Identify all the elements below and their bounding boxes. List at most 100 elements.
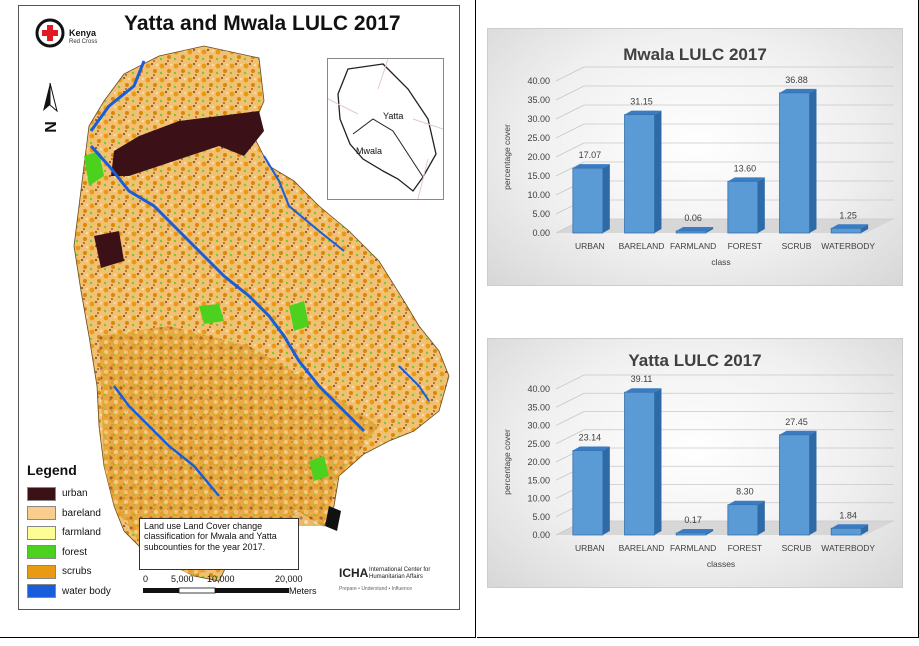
bar-value-label: 39.11 — [631, 374, 653, 384]
legend-swatch — [27, 584, 56, 599]
gridline — [555, 392, 585, 408]
map-frame: Yatta and Mwala LULC 2017 Kenya Red Cros… — [18, 5, 460, 610]
inset-label-mwala: Mwala — [356, 146, 383, 156]
x-axis-label: classes — [707, 559, 735, 569]
category-label: FOREST — [728, 543, 762, 553]
legend-label: bareland — [62, 507, 101, 519]
y-tick-label: 30.00 — [527, 421, 550, 431]
svg-text:N: N — [43, 121, 60, 133]
icha-mark: ICHA — [339, 566, 369, 580]
y-tick-label: 30.00 — [527, 114, 550, 124]
icha-tagline: Prepare • Understand • Influence — [339, 586, 412, 592]
category-label: WATERBODY — [821, 543, 875, 553]
scale-tick: 20,000 — [275, 574, 303, 584]
legend-item: urban — [27, 484, 111, 504]
mwala-chart: Mwala LULC 2017 0.00 5.00 10.00 15.00 20.00 25… — [487, 28, 903, 286]
legend: Legend urban bareland farmland forest sc… — [27, 462, 111, 601]
category-label: FARMLAND — [670, 241, 716, 251]
category-label: SCRUB — [782, 543, 812, 553]
bar — [727, 500, 765, 536]
bar — [572, 446, 610, 536]
bar — [572, 164, 610, 234]
bar-value-label: 1.84 — [839, 510, 857, 520]
legend-label: forest — [62, 546, 88, 558]
map-panel: Yatta and Mwala LULC 2017 Kenya Red Cros… — [0, 0, 476, 638]
legend-swatch — [27, 486, 56, 501]
gridline — [555, 66, 585, 82]
lulc-map — [73, 45, 450, 582]
legend-swatch — [27, 564, 56, 579]
legend-item: bareland — [27, 504, 111, 524]
category-label: URBAN — [575, 241, 605, 251]
gridline — [555, 142, 585, 158]
scale-tick: 0 — [143, 574, 149, 584]
gridline — [555, 123, 585, 139]
y-tick-label: 10.00 — [527, 494, 550, 504]
gridline — [555, 104, 585, 120]
chart-title: Yatta LULC 2017 — [628, 351, 761, 370]
y-tick-label: 5.00 — [532, 209, 550, 219]
icha-name: International Center for Humanitarian Af… — [369, 567, 431, 580]
y-tick-label: 0.00 — [532, 228, 550, 238]
bar — [624, 110, 662, 234]
org-name: Kenya — [69, 28, 97, 38]
bar-value-label: 36.88 — [785, 75, 808, 85]
yatta-chart: Yatta LULC 2017 0.00 5.00 10.00 15.00 20.00 25… — [487, 338, 903, 588]
north-arrow-icon: N — [39, 81, 61, 146]
bar — [624, 388, 662, 536]
map-description: Land use Land Cover change classificatio… — [139, 518, 299, 570]
bar-value-label: 27.45 — [785, 417, 808, 427]
gridline — [555, 161, 585, 177]
y-tick-label: 25.00 — [527, 133, 550, 143]
inset-locator-map: Yatta Mwala — [327, 58, 444, 200]
bar — [675, 227, 714, 234]
legend-item: farmland — [27, 523, 111, 543]
org-sub: Red Cross — [69, 39, 98, 45]
legend-label: farmland — [62, 527, 101, 539]
legend-swatch — [27, 545, 56, 560]
y-tick-label: 10.00 — [527, 190, 550, 200]
bar-value-label: 0.06 — [684, 213, 702, 223]
bar-value-label: 1.25 — [839, 210, 857, 220]
y-tick-label: 25.00 — [527, 439, 550, 449]
category-label: FARMLAND — [670, 543, 716, 553]
gridline — [555, 374, 585, 390]
bar — [830, 224, 869, 234]
bar — [727, 177, 765, 234]
y-tick-label: 20.00 — [527, 152, 550, 162]
scale-unit: Meters — [289, 586, 317, 596]
y-tick-label: 5.00 — [532, 512, 550, 522]
legend-label: water body — [62, 585, 111, 597]
chart-title: Mwala LULC 2017 — [623, 45, 767, 64]
bar-value-label: 0.17 — [684, 515, 702, 525]
legend-swatch — [27, 506, 56, 521]
category-label: URBAN — [575, 543, 605, 553]
category-label: WATERBODY — [821, 241, 875, 251]
bar — [779, 430, 817, 536]
y-tick-label: 15.00 — [527, 171, 550, 181]
scale-tick: 10,000 — [207, 574, 235, 584]
gridline — [555, 429, 585, 445]
legend-item: forest — [27, 543, 111, 563]
y-tick-label: 40.00 — [527, 384, 550, 394]
category-label: FOREST — [728, 241, 762, 251]
y-tick-label: 40.00 — [527, 76, 550, 86]
bar-value-label: 31.15 — [630, 97, 653, 107]
y-tick-label: 15.00 — [527, 475, 550, 485]
legend-title: Legend — [27, 462, 77, 478]
inset-label-yatta: Yatta — [383, 111, 404, 121]
legend-item: water body — [27, 582, 111, 602]
bar-value-label: 8.30 — [736, 487, 754, 497]
legend-label: scrubs — [62, 566, 92, 578]
red-cross-logo — [35, 18, 65, 53]
y-axis-label: percentage cover — [502, 429, 512, 495]
y-tick-label: 0.00 — [532, 530, 550, 540]
y-tick-label: 35.00 — [527, 402, 550, 412]
legend-item: scrubs — [27, 562, 111, 582]
bar-value-label: 17.07 — [579, 150, 602, 160]
legend-label: urban — [62, 488, 88, 500]
charts-panel: Mwala LULC 2017 0.00 5.00 10.00 15.00 20.00 25… — [477, 0, 919, 638]
bar-value-label: 23.14 — [579, 433, 602, 443]
y-tick-label: 20.00 — [527, 457, 550, 467]
y-tick-label: 35.00 — [527, 95, 550, 105]
